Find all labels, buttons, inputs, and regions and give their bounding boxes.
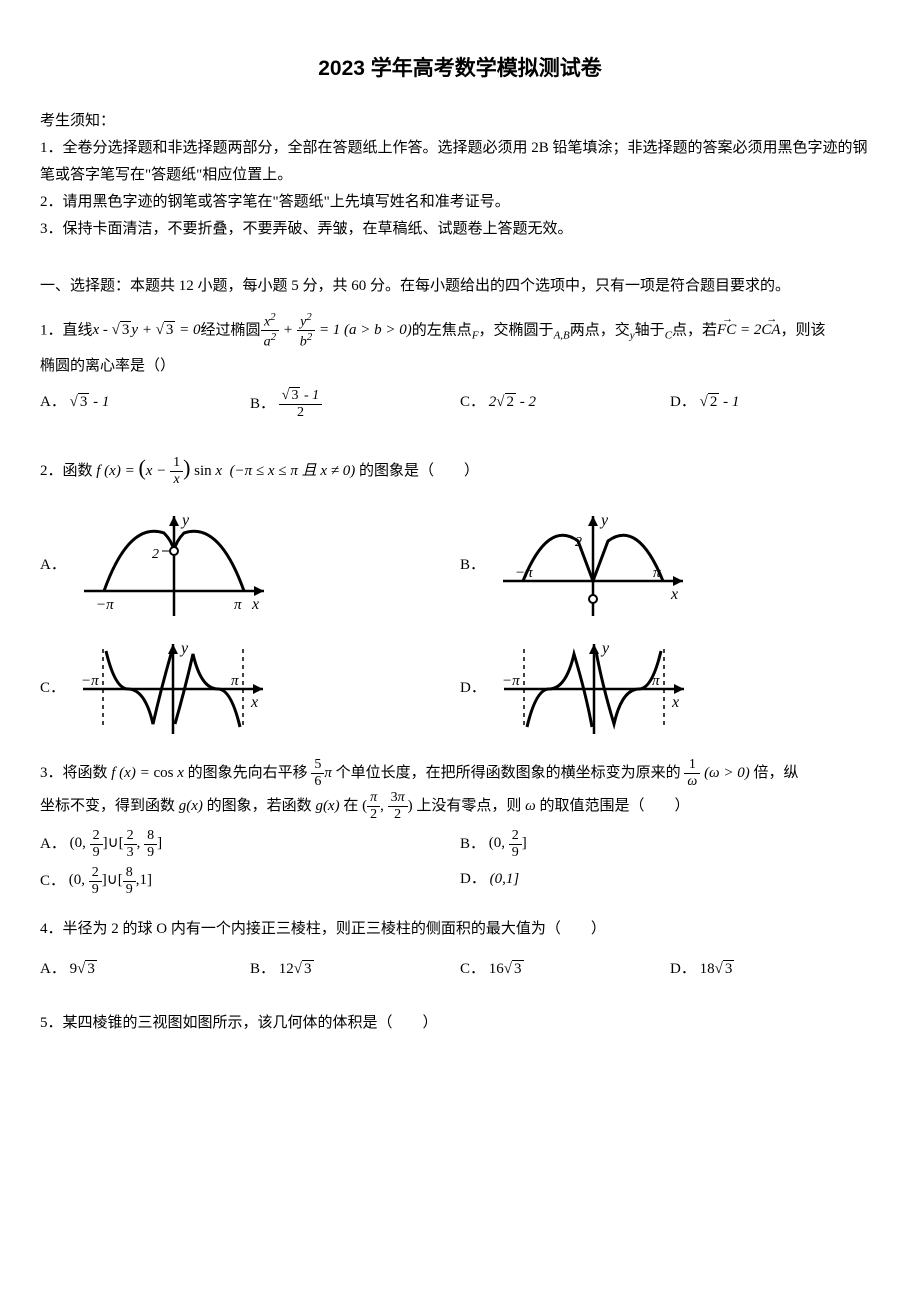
svg-text:π: π [652,673,660,689]
q2-graph-c: x y −π π [73,639,273,739]
q1-line2: 椭圆的离心率是（） [40,350,880,383]
instruction-3: 3．保持卡面清洁，不要折叠，不要弄破、弄皱，在草稿纸、试题卷上答题无效。 [40,216,880,243]
q2-mid: 的图象是（ ） [355,463,479,479]
q3-choice-d: D． (0,1] [460,866,880,897]
q1-choice-a: A． √3 - 1 [40,389,250,420]
page-title: 2023 学年高考数学模拟测试卷 [40,50,880,88]
svg-text:y: y [179,640,189,657]
instruction-2: 2．请用黑色字迹的钢笔或答字笔在"答题纸"上先填写姓名和准考证号。 [40,189,880,216]
q2-c-label: C． [40,675,65,702]
q3-choice-c: C． (0, 29]∪[89,1] [40,866,460,897]
svg-text:−π: −π [502,673,520,689]
svg-text:y: y [600,640,610,657]
svg-text:2: 2 [575,535,582,550]
q1-mid2: 的左焦点 [412,322,472,338]
q2-graph-d: x y −π π [494,639,694,739]
svg-text:π: π [653,565,661,581]
q1-mid7: ，则该 [781,322,826,338]
question-1: 1．直线x - √3y + √3 = 0经过椭圆x2a2 + y2b2 = 1 … [40,312,880,420]
q4-choice-a: A． 9√3 [40,956,250,983]
q2-b-label: B． [460,552,485,579]
svg-text:x: x [671,694,679,711]
svg-text:y: y [599,512,609,529]
q4-choice-c: C． 16√3 [460,956,670,983]
q1-mid5: 轴于 [635,322,665,338]
q4-choice-d: D． 18√3 [670,956,880,983]
instructions-head: 考生须知： [40,108,880,135]
q1-choice-c: C． 2√2 - 2 [460,389,670,420]
svg-text:x: x [670,586,678,603]
instruction-1: 1．全卷分选择题和非选择题两部分，全部在答题纸上作答。选择题必须用 2B 铅笔填… [40,135,880,189]
q2-pre: 2．函数 [40,463,96,479]
q1-choice-b: B． √3 - 12 [250,389,460,420]
question-4: 4．半径为 2 的球 O 内有一个内接正三棱柱，则正三棱柱的侧面积的最大值为（ … [40,913,880,983]
question-2: 2．函数 f (x) = (x − 1x) sin x (−π ≤ x ≤ π … [40,444,880,738]
q1-choice-d: D． √2 - 1 [670,389,880,420]
q1-ellipse: x2a2 + y2b2 = 1 (a > b > 0) [261,322,412,338]
q1-vectors: FC = 2CA [717,322,780,338]
svg-text:y: y [180,512,190,529]
q2-d-label: D． [460,675,486,702]
q2-func: f (x) = (x − 1x) sin x (−π ≤ x ≤ π 且 x ≠… [96,463,355,479]
q3-choice-a: A． (0, 29]∪[23, 89] [40,829,460,860]
q4-text: 4．半径为 2 的球 O 内有一个内接正三棱柱，则正三棱柱的侧面积的最大值为（ … [40,913,880,946]
question-5: 5．某四棱锥的三视图如图所示，该几何体的体积是（ ） [40,1007,880,1040]
question-3: 3．将函数 f (x) = cos x 的图象先向右平移 56π 个单位长度，在… [40,757,880,897]
q2-graph-b: 2 x y −π π [493,511,693,621]
q4-choice-b: B． 12√3 [250,956,460,983]
svg-text:−π: −π [515,565,533,581]
q3-pre: 3．将函数 [40,765,111,781]
svg-text:−π: −π [81,673,99,689]
q2-a-label: A． [40,552,66,579]
q1-pre: 1．直线 [40,322,93,338]
q3-choice-b: B． (0, 29] [460,829,880,860]
svg-text:x: x [251,596,259,613]
q5-text: 5．某四棱锥的三视图如图所示，该几何体的体积是（ ） [40,1007,880,1040]
q1-mid3: ，交椭圆于 [479,322,554,338]
q1-line-eq: x - √3y + √3 = 0 [93,322,201,338]
svg-text:π: π [234,597,242,613]
svg-text:−π: −π [96,597,114,613]
q1-mid4: 两点，交 [570,322,630,338]
svg-text:π: π [231,673,239,689]
section-1-head: 一、选择题：本题共 12 小题，每小题 5 分，共 60 分。在每小题给出的四个… [40,273,880,300]
q1-mid1: 经过椭圆 [201,322,261,338]
svg-text:2: 2 [152,547,159,562]
q2-graph-a: 2 x y −π π [74,511,274,621]
svg-text:x: x [250,694,258,711]
q1-mid6: 点，若 [672,322,717,338]
